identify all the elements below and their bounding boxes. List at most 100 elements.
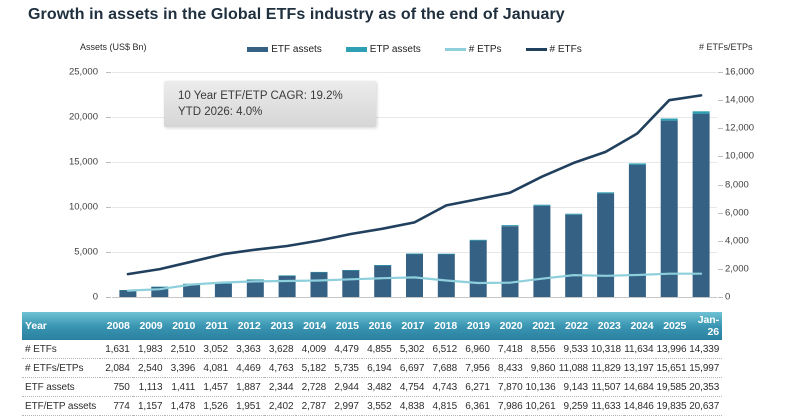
- table-cell: 1,157: [132, 396, 166, 416]
- table-cell: 5,302: [394, 340, 428, 359]
- table-cell: 3,363: [230, 340, 264, 359]
- table-header-cell: 2009: [132, 312, 166, 340]
- bar-etp-assets: [565, 213, 583, 215]
- right-axis-tick-label: 12,000: [725, 122, 755, 134]
- axis-tickmark: [106, 162, 111, 163]
- right-axis-tick-label: 10,000: [725, 150, 755, 162]
- bar-etp-assets: [533, 204, 551, 206]
- bar-etf-assets: [214, 283, 232, 297]
- table-cell: 11,088: [558, 358, 592, 378]
- table-cell: 11,829: [591, 358, 624, 378]
- table-cell: 6,697: [394, 358, 428, 378]
- table-cell: 2,510: [165, 340, 199, 359]
- table-cell: 1,411: [165, 377, 199, 397]
- axis-tickmark: [106, 117, 111, 118]
- axis-tickmark: [718, 185, 723, 186]
- left-axis-tick-label: 0: [92, 291, 98, 303]
- line-etfs: [126, 94, 703, 276]
- table-cell: 1,457: [198, 377, 231, 397]
- bar-etf-assets: [374, 265, 392, 297]
- legend-item: # ETPs: [444, 44, 502, 55]
- table-header-cell: 2017: [394, 312, 428, 340]
- right-axis-tick-label: 4,000: [725, 235, 749, 247]
- table-header-cell: 2008: [100, 312, 133, 340]
- table-cell: 2,787: [296, 396, 330, 416]
- row-label-cell: # ETFs/ETPs: [22, 358, 100, 378]
- table-header-cell: 2021: [525, 312, 559, 340]
- table-cell: 7,870: [492, 377, 526, 397]
- table-cell: 11,634: [623, 340, 657, 359]
- table-cell: 13,996: [656, 340, 690, 359]
- table-header-cell: 2023: [591, 312, 624, 340]
- axis-tickmark: [718, 100, 723, 101]
- left-axis-tick-label: 20,000: [68, 111, 98, 123]
- table-cell: 5,735: [329, 358, 362, 378]
- legend-item: ETP assets: [345, 44, 421, 55]
- row-label-cell: ETF assets: [22, 377, 100, 397]
- table-header-cell: 2011: [198, 312, 231, 340]
- table-header-cell: 2014: [296, 312, 330, 340]
- table-cell: 4,081: [198, 358, 231, 378]
- table-header-cell: 2010: [165, 312, 199, 340]
- table-cell: 2,540: [132, 358, 166, 378]
- bar-etp-assets: [660, 118, 678, 121]
- table-header-cell: 2019: [460, 312, 493, 340]
- bar-etf-assets: [246, 280, 264, 297]
- table-row: # ETFs/ETPs 2,084 2,540 3,396 4,081 4,469 4,76…: [22, 358, 722, 378]
- table-cell: 20,353: [689, 377, 722, 397]
- table-cell: 14,846: [623, 396, 657, 416]
- bar-etp-assets: [597, 192, 615, 194]
- table-cell: 9,143: [558, 377, 592, 397]
- bar-etp-assets: [437, 253, 455, 255]
- bar-etf-assets: [310, 272, 328, 297]
- chart-legend: ETF assets ETP assets # ETPs # ETFs: [112, 44, 717, 55]
- table-cell: 8,556: [525, 340, 559, 359]
- table-header-cell: 2024: [623, 312, 657, 340]
- table-cell: 4,469: [230, 358, 264, 378]
- axis-tickmark: [718, 156, 723, 157]
- table-cell: 11,633: [591, 396, 624, 416]
- axis-tickmark: [718, 213, 723, 214]
- table-cell: 14,339: [689, 340, 722, 359]
- table-header-cell: Jan-26: [689, 312, 722, 340]
- bar-etp-assets: [628, 163, 646, 165]
- table-cell: 9,259: [558, 396, 592, 416]
- bar-etf-assets: [342, 270, 360, 297]
- table-cell: 3,552: [361, 396, 395, 416]
- row-label-cell: # ETFs: [22, 340, 100, 359]
- right-axis-tick-label: 8,000: [725, 179, 749, 190]
- table-header-cell: Year: [22, 312, 100, 340]
- table-cell: 4,743: [427, 377, 461, 397]
- legend-label: ETP assets: [369, 44, 421, 55]
- axis-tickmark: [718, 72, 723, 73]
- table-cell: 4,838: [394, 396, 428, 416]
- bar-etp-assets: [501, 225, 519, 227]
- table-cell: 1,887: [230, 377, 264, 397]
- bar-etf-assets: [533, 205, 551, 297]
- table-cell: 2,997: [329, 396, 362, 416]
- right-axis-tick-label: 0: [725, 291, 731, 303]
- table-cell: 3,396: [165, 358, 199, 378]
- left-axis-tick-label: 25,000: [68, 66, 98, 78]
- axis-tickmark: [106, 72, 111, 73]
- table-cell: 6,960: [460, 340, 493, 359]
- bar-etp-assets: [214, 283, 232, 285]
- table-cell: 4,815: [427, 396, 461, 416]
- table-cell: 1,113: [132, 377, 166, 397]
- bar-etp-assets: [246, 279, 264, 281]
- table-cell: 7,688: [427, 358, 461, 378]
- table-cell: 1,983: [132, 340, 166, 359]
- table-cell: 19,835: [656, 396, 690, 416]
- table-cell: 7,418: [492, 340, 526, 359]
- table-cell: 2,944: [329, 377, 362, 397]
- table-cell: 1,478: [165, 396, 199, 416]
- bar-etp-assets: [469, 239, 487, 241]
- table-cell: 4,479: [329, 340, 362, 359]
- table-cell: 6,361: [460, 396, 493, 416]
- right-axis-title: # ETFs/ETPs: [699, 42, 753, 52]
- ytd-line: YTD 2026: 4.0%: [178, 106, 263, 118]
- table-cell: 3,628: [263, 340, 297, 359]
- cagr-annotation: 10 Year ETF/ETP CAGR: 19.2% YTD 2026: 4.…: [164, 81, 376, 127]
- axis-tickmark: [718, 128, 723, 129]
- table-cell: 19,585: [656, 377, 690, 397]
